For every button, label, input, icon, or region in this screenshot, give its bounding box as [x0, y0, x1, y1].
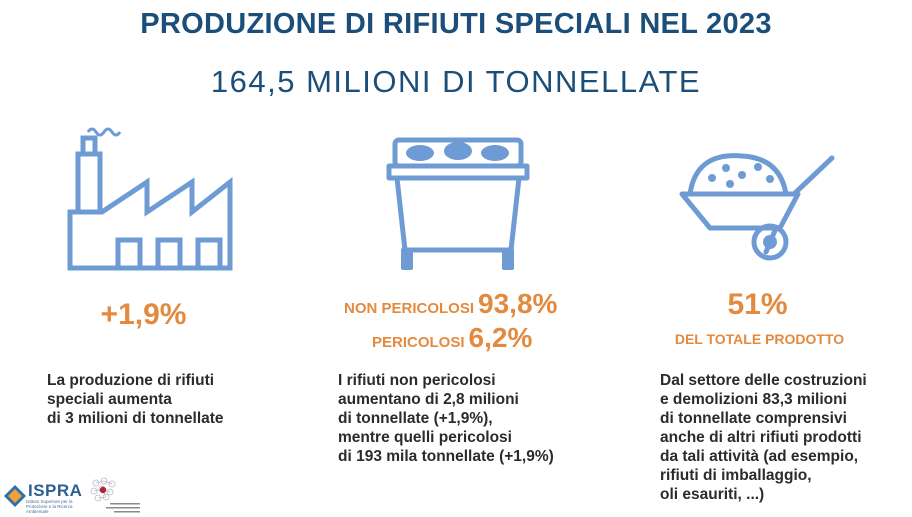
non-hazardous-label: NON PERICOLOSI: [344, 300, 475, 317]
non-hazardous-value: 93,8%: [478, 288, 558, 319]
construction-share-label: DEL TOTALE PRODOTTO: [674, 331, 845, 347]
waste-bin-icon: [386, 137, 530, 270]
page-subtitle: 164,5 MILIONI DI TONNELLATE: [210, 64, 702, 99]
factory-icon: [67, 127, 233, 271]
ispra-logo-icon: [4, 485, 26, 507]
construction-share-stat: 51%: [727, 288, 788, 321]
hazardous-value: 6,2%: [468, 322, 533, 353]
hazardous-row: PERICOLOSI 6,2%: [372, 322, 580, 354]
ispra-logo-subtitle: Istituto Superiore per la Protezione e l…: [26, 499, 73, 514]
non-hazardous-row: NON PERICOLOSI 93,8%: [344, 288, 580, 320]
page-title: PRODUZIONE DI RIFIUTI SPECIALI NEL 2023: [140, 8, 772, 40]
wheelbarrow-icon: [679, 153, 835, 261]
hazardous-label: PERICOLOSI: [372, 334, 465, 351]
growth-stat: +1,9%: [100, 298, 187, 331]
ispra-logo-text: ISPRA: [28, 481, 83, 500]
factory-description: La produzione di rifiuti speciali aument…: [47, 372, 224, 427]
hazard-breakdown: NON PERICOLOSI 93,8% PERICOLOSI 6,2%: [340, 288, 580, 354]
snpa-logo-icon: [90, 477, 140, 513]
bin-description: I rifiuti non pericolosi aumentano di 2,…: [338, 372, 554, 465]
wheelbarrow-description: Dal settore delle costruzioni e demolizi…: [660, 372, 867, 503]
